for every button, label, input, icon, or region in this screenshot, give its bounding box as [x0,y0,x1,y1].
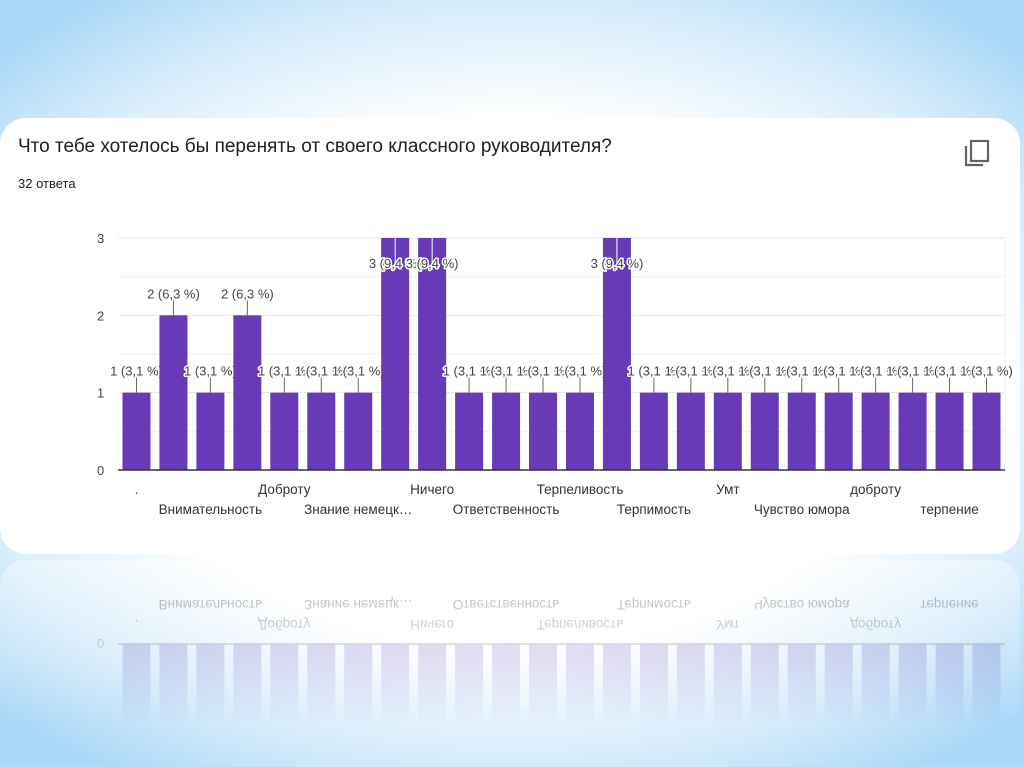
data-label: 1 (3,1 %) [295,364,348,379]
data-label: 1 (3,1 %) [960,364,1013,379]
y-tick-label: 0 [97,463,104,478]
bar [861,392,890,470]
bar [455,392,484,470]
bar [713,392,742,470]
bar [344,392,373,470]
data-label: 1 (3,1 %) [628,364,681,379]
data-label: 1 (3,1 %) [738,364,791,379]
bar [381,238,410,470]
data-label: 1 (3,1 %) [664,364,717,379]
bar [233,315,262,470]
bar [935,392,964,470]
data-label: 1 (3,1 %) [775,364,828,379]
data-label: 1 (3,1 %) [517,364,570,379]
bar [122,392,151,470]
data-label: 3 (9,4 %) [406,256,459,271]
data-label: 1 (3,1 %) [184,364,237,379]
data-label: 3 (9,4 %) [591,256,644,271]
bar [972,392,1001,470]
bar [824,392,853,470]
bar [307,392,336,470]
question-title: Что тебе хотелось бы перенять от своего … [18,136,612,157]
y-tick-label: 3 [97,231,104,246]
data-label: 1 (3,1 %) [812,364,865,379]
data-label: 2 (6,3 %) [147,286,200,301]
bar [529,392,558,470]
data-label: 1 (3,1 %) [701,364,754,379]
category-label: Умт [716,482,739,497]
category-label: . [135,482,139,497]
data-label: 2 (6,3 %) [221,286,274,301]
bar [898,392,927,470]
bar [602,238,631,470]
category-label: терпение [920,502,978,517]
data-label: 1 (3,1 %) [554,364,607,379]
data-label: 1 (3,1 %) [923,364,976,379]
bar [676,392,705,470]
category-label: Ответственность [453,502,560,517]
category-label: Терпимость [617,502,691,517]
category-label: доброту [850,482,901,497]
data-label: 1 (3,1 %) [480,364,533,379]
bar [492,392,521,470]
data-label: 1 (3,1 %) [443,364,496,379]
data-label: 1 (3,1 %) [332,364,385,379]
y-tick-label: 2 [97,308,104,323]
category-label: Знание немецк… [304,502,412,517]
copy-icon[interactable] [962,138,992,168]
category-label: Чувство юмора [754,502,850,517]
data-label: 1 (3,1 %) [258,364,311,379]
bar [270,392,299,470]
category-label: Внимательность [159,502,262,517]
data-label: 3 (9,4 %) [369,256,422,271]
data-label: 1 (3,1 %) [849,364,902,379]
bar [159,315,188,470]
response-count: 32 ответа [18,176,76,191]
bar [787,392,816,470]
bar-chart: 0 1 2 3 1 (3,1 %). 2 (6,3 %) 1 (3,1 %) Внимател… [97,231,1014,517]
category-label: Доброту [258,482,311,497]
chart-card: Что тебе хотелось бы перенять от своего … [0,118,1020,554]
bar [565,392,594,470]
bar [750,392,779,470]
category-label: Терпеливость [537,482,624,497]
y-tick-label: 1 [97,386,104,401]
data-label: 1 (3,1 %) [886,364,939,379]
category-label: Ничего [410,482,454,497]
bar [639,392,668,470]
bar [196,392,225,470]
data-label: 1 (3,1 %) [110,364,163,379]
bar [418,238,447,470]
